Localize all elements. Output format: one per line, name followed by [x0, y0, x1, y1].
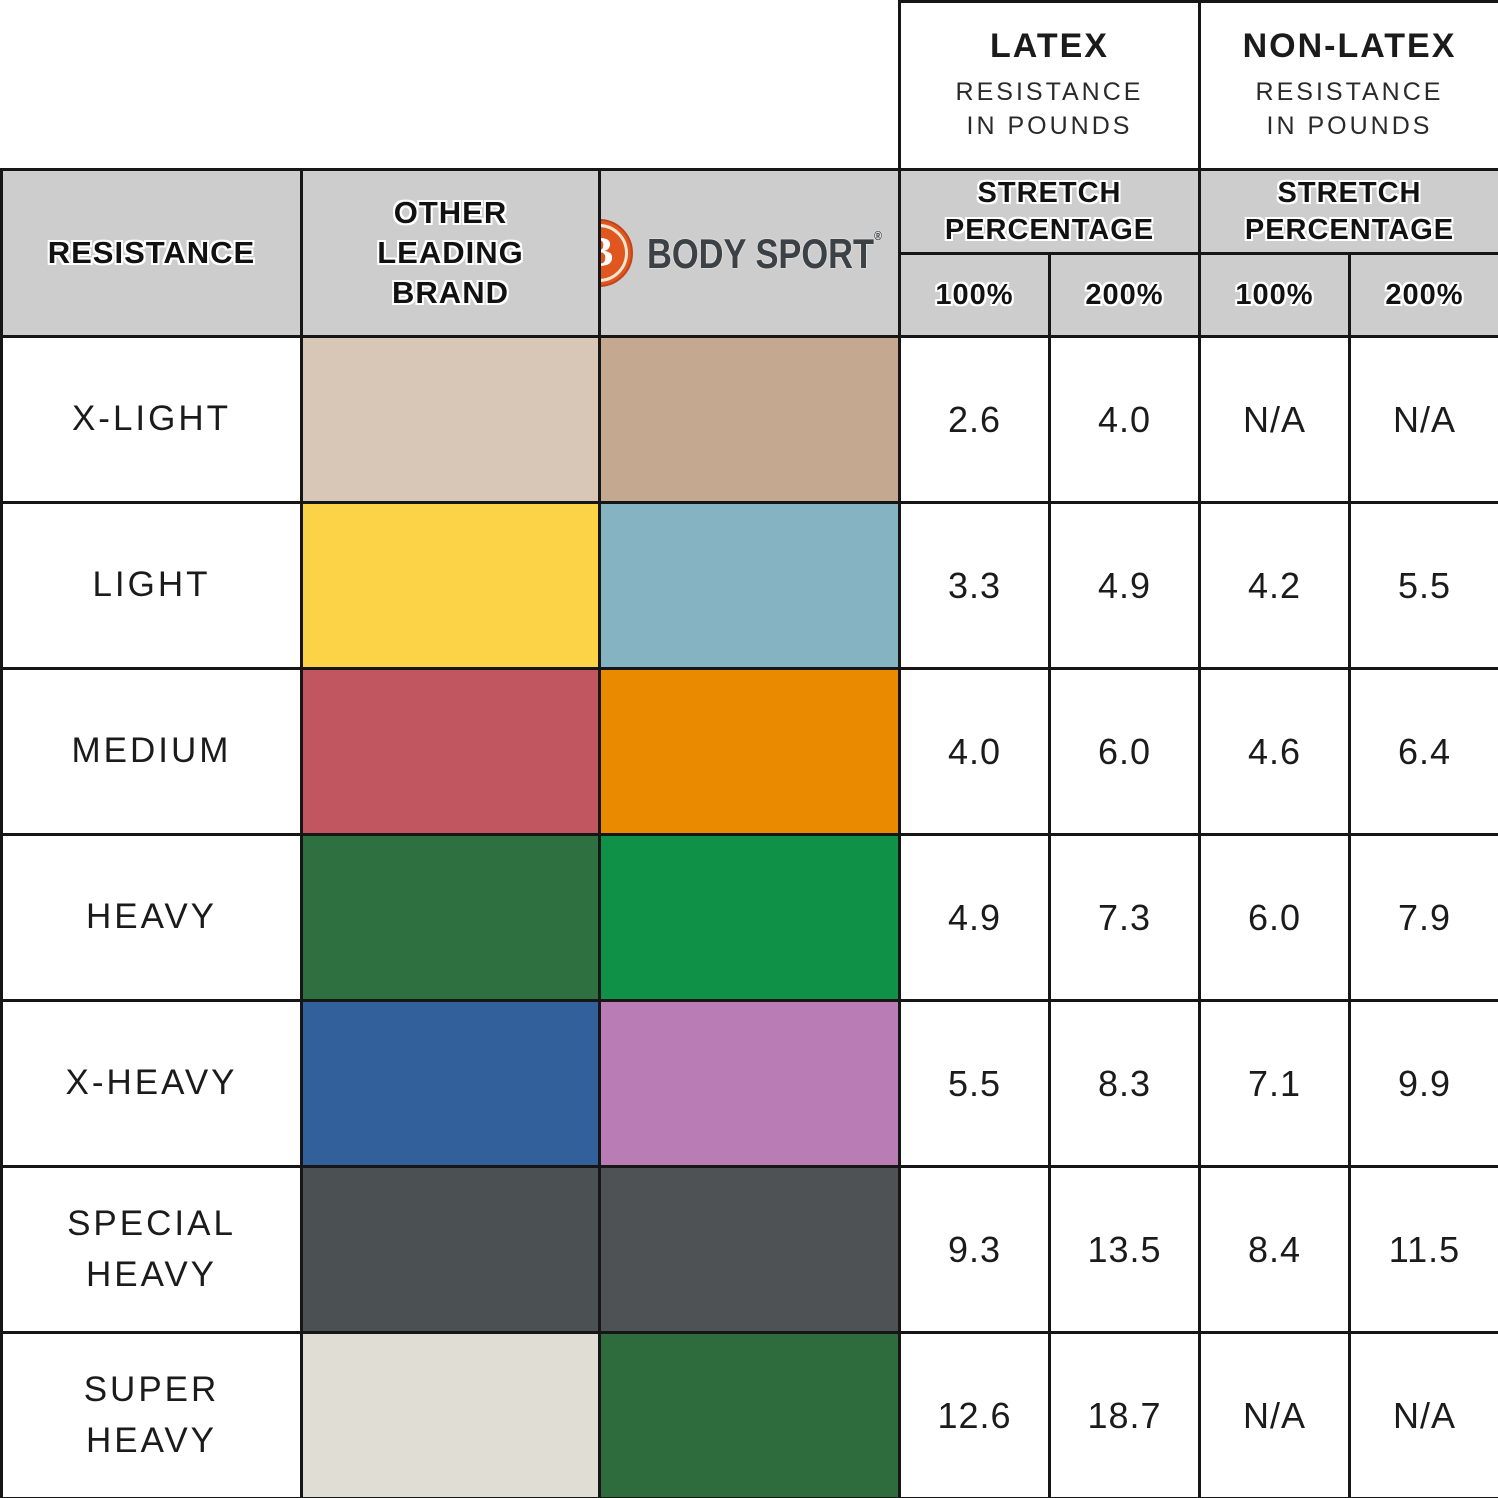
latex-subtitle: RESISTANCE IN POUNDS	[955, 78, 1144, 140]
other-brand-swatch	[300, 999, 601, 1168]
value-latex-100: 3.3	[898, 501, 1051, 670]
percent-header-non-latex-200: 200%	[1348, 252, 1498, 338]
value-non-latex-100: 4.2	[1198, 501, 1351, 670]
value-non-latex-200: 7.9	[1348, 833, 1498, 1002]
non-latex-title: NON-LATEX	[1242, 27, 1457, 66]
value-non-latex-100: N/A	[1198, 1331, 1351, 1498]
latex-header-cell: LATEX RESISTANCE IN POUNDS	[898, 0, 1201, 171]
percent-header-latex-100: 100%	[898, 252, 1051, 338]
value-latex-200: 8.3	[1048, 999, 1201, 1168]
value-non-latex-200: 5.5	[1348, 501, 1498, 670]
value-non-latex-200: 11.5	[1348, 1165, 1498, 1334]
value-non-latex-100: N/A	[1198, 335, 1351, 504]
latex-title: LATEX	[990, 27, 1109, 66]
bodysport-swatch	[598, 999, 901, 1168]
bodysport-swatch	[598, 833, 901, 1002]
value-latex-200: 4.9	[1048, 501, 1201, 670]
value-non-latex-200: N/A	[1348, 335, 1498, 504]
value-non-latex-100: 6.0	[1198, 833, 1351, 1002]
percent-header-latex-200: 200%	[1048, 252, 1201, 338]
value-latex-200: 4.0	[1048, 335, 1201, 504]
table-row: HEAVY 4.9 7.3 6.0 7.9	[0, 833, 1498, 1002]
value-latex-100: 5.5	[898, 999, 1051, 1168]
non-latex-subtitle: RESISTANCE IN POUNDS	[1255, 78, 1444, 140]
table-row: X-LIGHT 2.6 4.0 N/A N/A	[0, 335, 1498, 504]
row-label: X-LIGHT	[0, 335, 303, 504]
stretch-percentage-header-non-latex: STRETCH PERCENTAGE	[1198, 168, 1498, 255]
bodysport-emblem-letter: B	[603, 232, 614, 274]
value-latex-100: 9.3	[898, 1165, 1051, 1334]
value-non-latex-200: N/A	[1348, 1331, 1498, 1498]
row-label: X-HEAVY	[0, 999, 303, 1168]
row-label: SUPER HEAVY	[0, 1331, 303, 1498]
other-brand-swatch	[300, 501, 601, 670]
value-latex-200: 18.7	[1048, 1331, 1201, 1498]
stretch-percentage-header-latex: STRETCH PERCENTAGE	[898, 168, 1201, 255]
value-non-latex-100: 7.1	[1198, 999, 1351, 1168]
value-non-latex-200: 9.9	[1348, 999, 1498, 1168]
other-brand-swatch	[300, 1165, 601, 1334]
bodysport-column-header: B BODY SPORT®	[598, 168, 901, 338]
value-latex-200: 7.3	[1048, 833, 1201, 1002]
bodysport-swatch	[598, 1165, 901, 1334]
row-label: HEAVY	[0, 833, 303, 1002]
bodysport-swatch	[598, 335, 901, 504]
bodysport-swatch	[598, 667, 901, 836]
bodysport-logo-icon: B	[602, 219, 634, 287]
value-latex-200: 6.0	[1048, 667, 1201, 836]
other-brand-label: OTHER LEADING BRAND	[377, 194, 524, 311]
value-latex-100: 2.6	[898, 335, 1051, 504]
table-row: X-HEAVY 5.5 8.3 7.1 9.9	[0, 999, 1498, 1168]
row-label: SPECIAL HEAVY	[0, 1165, 303, 1334]
resistance-label: RESISTANCE	[47, 234, 256, 270]
value-non-latex-200: 6.4	[1348, 667, 1498, 836]
other-brand-swatch	[300, 335, 601, 504]
other-brand-column-header: OTHER LEADING BRAND	[300, 168, 601, 338]
percent-header-non-latex-100: 100%	[1198, 252, 1351, 338]
bodysport-swatch	[598, 501, 901, 670]
other-brand-swatch	[300, 667, 601, 836]
other-brand-swatch	[300, 1331, 601, 1498]
table-row: SUPER HEAVY 12.6 18.7 N/A N/A	[0, 1331, 1498, 1498]
non-latex-header-cell: NON-LATEX RESISTANCE IN POUNDS	[1198, 0, 1498, 171]
value-non-latex-100: 4.6	[1198, 667, 1351, 836]
value-latex-100: 4.0	[898, 667, 1051, 836]
value-latex-200: 13.5	[1048, 1165, 1201, 1334]
table-row: SPECIAL HEAVY 9.3 13.5 8.4 11.5	[0, 1165, 1498, 1334]
other-brand-swatch	[300, 833, 601, 1002]
value-non-latex-100: 8.4	[1198, 1165, 1351, 1334]
table-row: LIGHT 3.3 4.9 4.2 5.5	[0, 501, 1498, 670]
value-latex-100: 4.9	[898, 833, 1051, 1002]
bodysport-logo: B BODY SPORT®	[602, 219, 897, 287]
row-label: LIGHT	[0, 501, 303, 670]
bodysport-wordmark: BODY SPORT®	[647, 228, 883, 277]
resistance-column-header: RESISTANCE	[0, 168, 303, 338]
registered-trademark-symbol: ®	[874, 228, 883, 243]
row-label: MEDIUM	[0, 667, 303, 836]
table-row: MEDIUM 4.0 6.0 4.6 6.4	[0, 667, 1498, 836]
value-latex-100: 12.6	[898, 1331, 1051, 1498]
top-left-empty-area	[1, 1, 900, 170]
bodysport-swatch	[598, 1331, 901, 1498]
